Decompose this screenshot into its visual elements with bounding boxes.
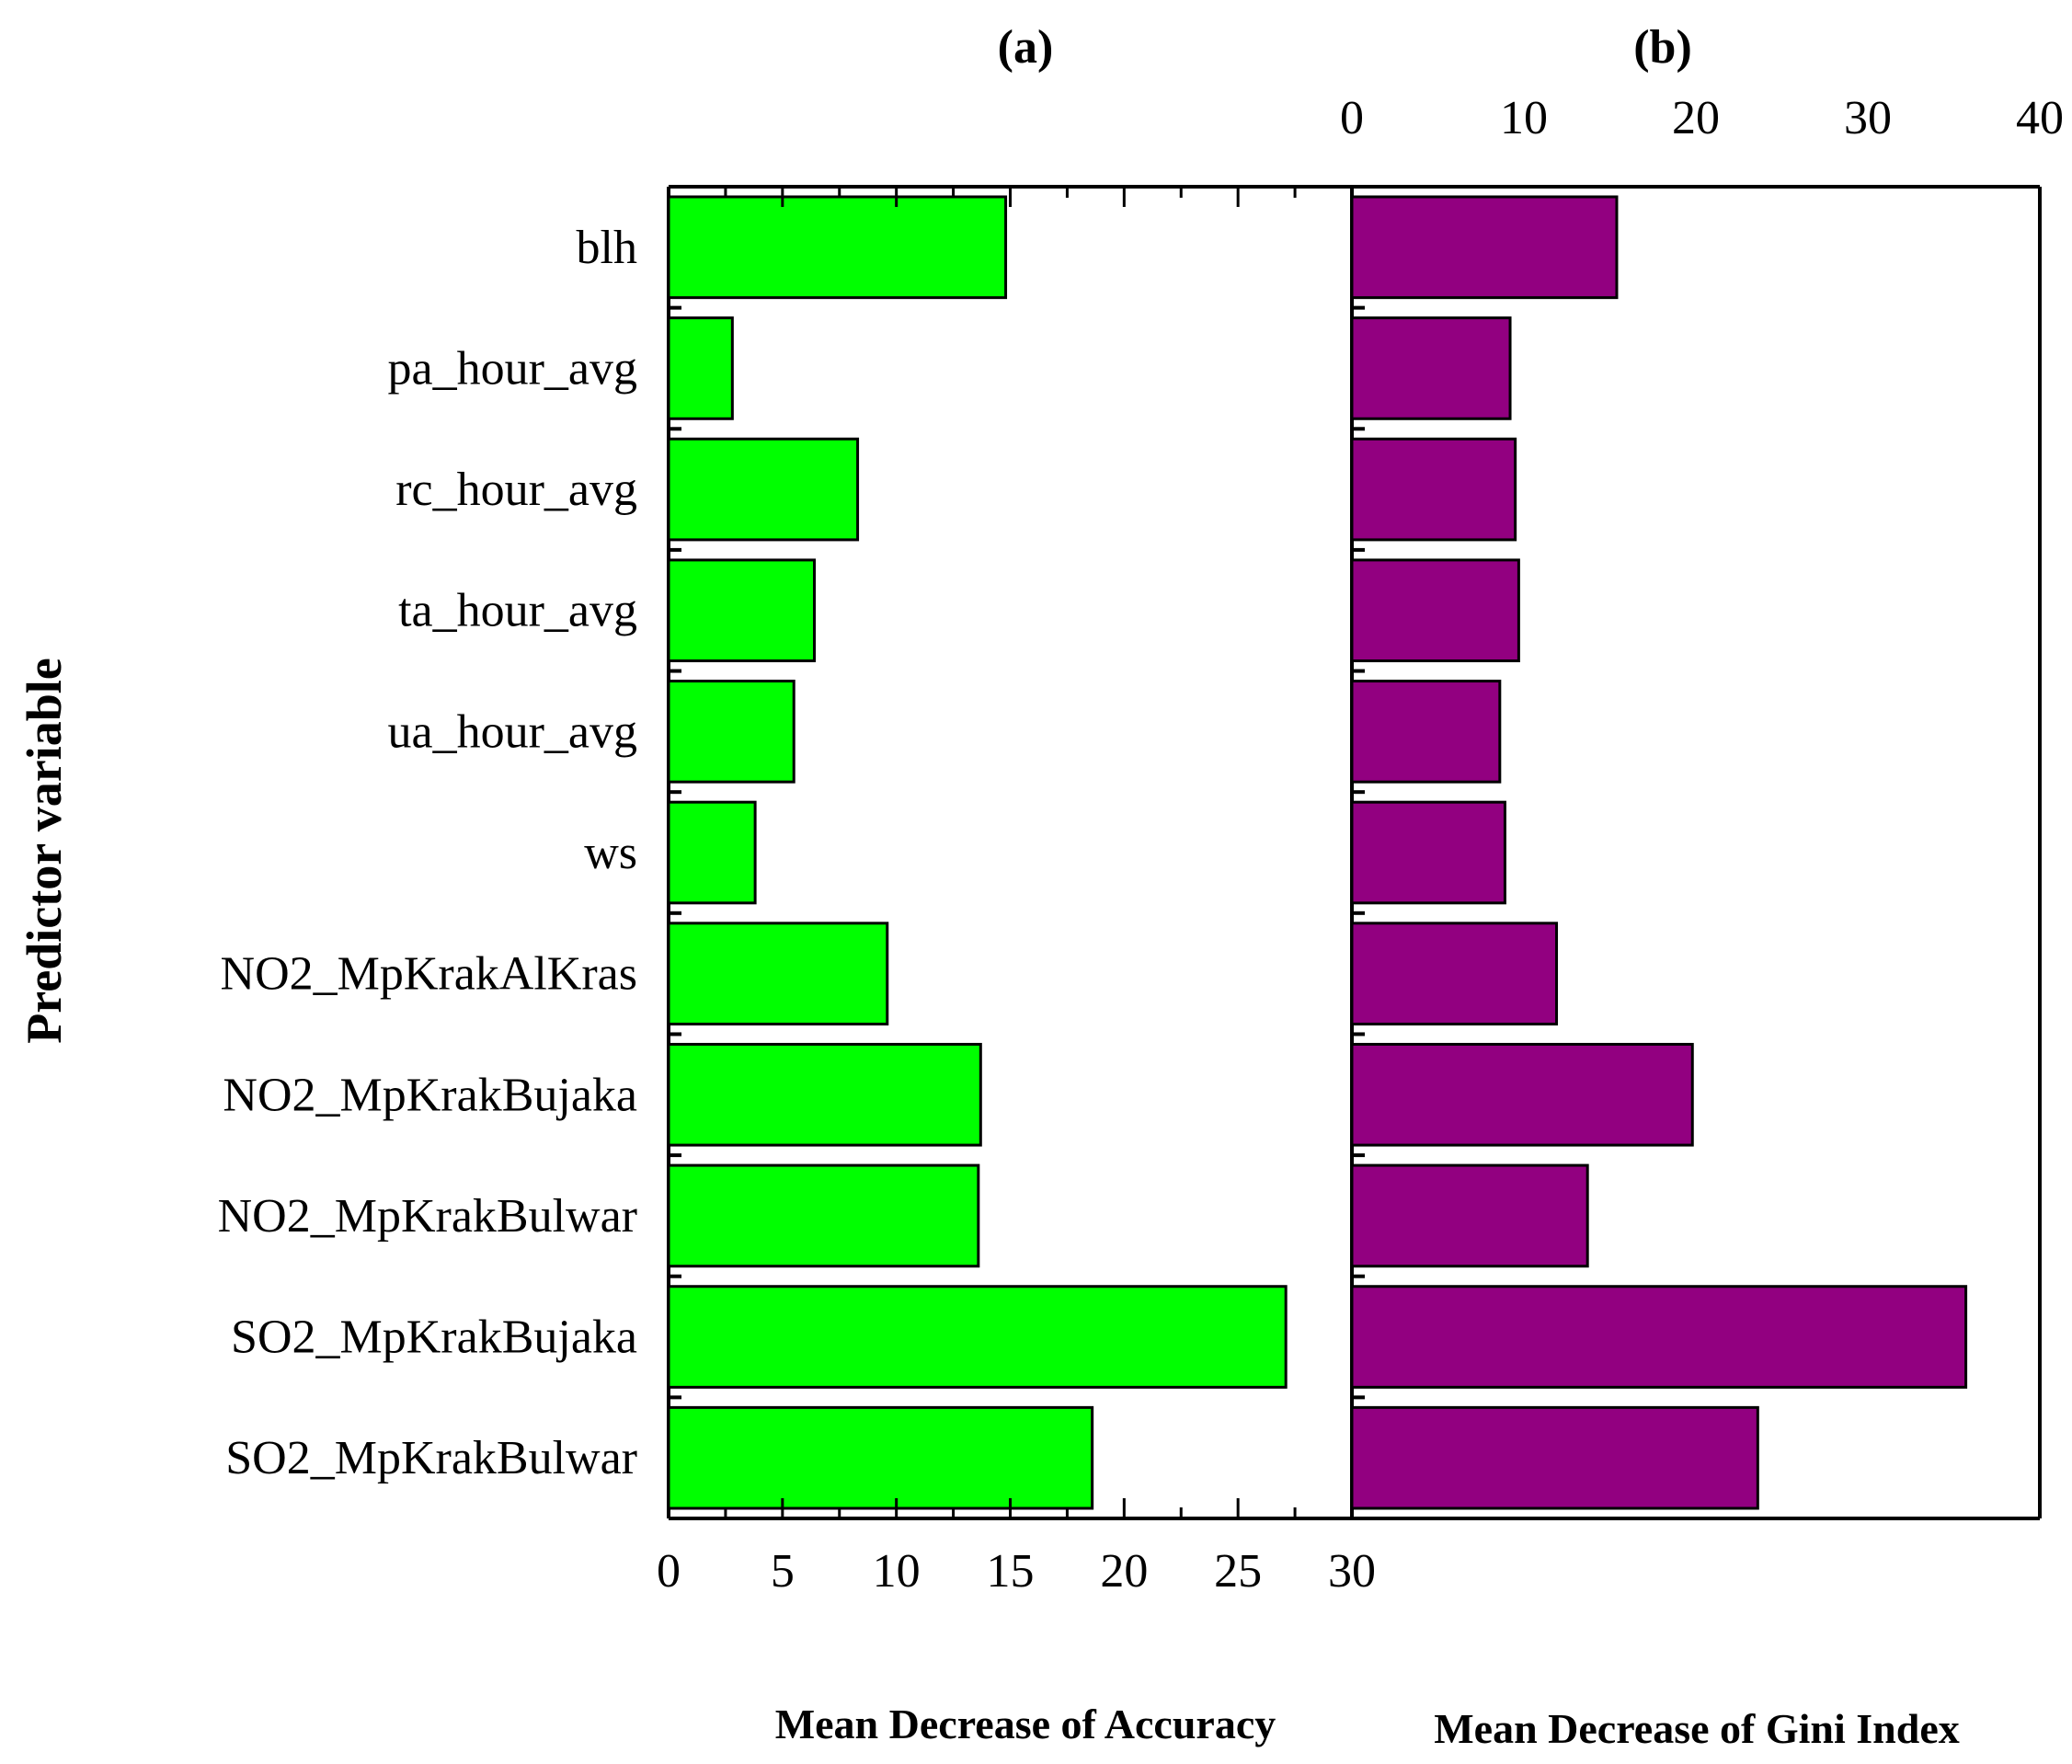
panel-a-bar xyxy=(667,922,889,1025)
category-label: ta_hour_avg xyxy=(398,585,637,637)
category-label: NO2_MpKrakBujaka xyxy=(223,1069,637,1121)
panel-a-bar xyxy=(667,800,757,905)
panel-a-title: (a) xyxy=(998,21,1054,74)
panel-a-bar xyxy=(667,1285,1288,1389)
panel-a-tick-label: 30 xyxy=(1328,1545,1376,1598)
panel-a-bar xyxy=(667,316,734,420)
category-label: NO2_MpKrakBulwar xyxy=(218,1190,637,1243)
category-label: pa_hour_avg xyxy=(388,342,637,395)
panel-a-x-axis-title: Mean Decrease of Accuracy xyxy=(775,1701,1276,1747)
panel-b-bar xyxy=(1350,922,1559,1025)
panel-a-bar xyxy=(667,1042,982,1147)
category-label: SO2_MpKrakBulwar xyxy=(225,1432,637,1484)
panel-a-tick-label: 25 xyxy=(1214,1545,1262,1598)
panel-a-bar xyxy=(667,437,860,542)
panel-b-title: (b) xyxy=(1633,21,1692,74)
panel-b-tick-label: 10 xyxy=(1500,92,1548,144)
panel-a-bar xyxy=(667,680,796,784)
category-label: ws xyxy=(584,827,637,879)
panel-a-tick-label: 15 xyxy=(987,1545,1035,1598)
panel-b-x-axis-title: Mean Decrease of Gini Index xyxy=(1434,1705,1960,1752)
panel-b-tick-label: 40 xyxy=(2016,92,2064,144)
panel-b-bar xyxy=(1350,558,1520,663)
panel-a-tick-label: 0 xyxy=(657,1545,681,1598)
category-label: SO2_MpKrakBujaka xyxy=(231,1312,637,1364)
panel-b-tick-label: 0 xyxy=(1340,92,1364,144)
panel-b-bar xyxy=(1350,195,1619,300)
category-label: blh xyxy=(577,222,637,274)
panel-b-bar xyxy=(1350,1163,1589,1268)
panel-b-bar xyxy=(1350,1042,1694,1147)
panel-a-tick-label: 5 xyxy=(771,1545,795,1598)
category-label: ua_hour_avg xyxy=(388,705,637,758)
panel-a-bar xyxy=(667,195,1008,300)
panel-a-bar xyxy=(667,558,817,663)
panel-a-tick-label: 20 xyxy=(1100,1545,1148,1598)
panel-b-tick-label: 30 xyxy=(1844,92,1892,144)
panel-a-tick-label: 10 xyxy=(873,1545,921,1598)
panel-b-bar xyxy=(1350,316,1512,420)
panel-a-bar xyxy=(667,1405,1094,1510)
panel-a-bar xyxy=(667,1163,980,1268)
panel-b-bar xyxy=(1350,680,1502,784)
category-label: NO2_MpKrakAlKras xyxy=(221,948,637,1001)
panel-b-tick-label: 20 xyxy=(1672,92,1720,144)
panel-b-bar xyxy=(1350,437,1517,542)
y-axis-title: Predictor variable xyxy=(17,658,72,1043)
panel-b-bar xyxy=(1350,1405,1759,1510)
panel-b-bar xyxy=(1350,800,1506,905)
category-label: rc_hour_avg xyxy=(395,464,637,516)
panel-b-bar xyxy=(1350,1285,1968,1389)
